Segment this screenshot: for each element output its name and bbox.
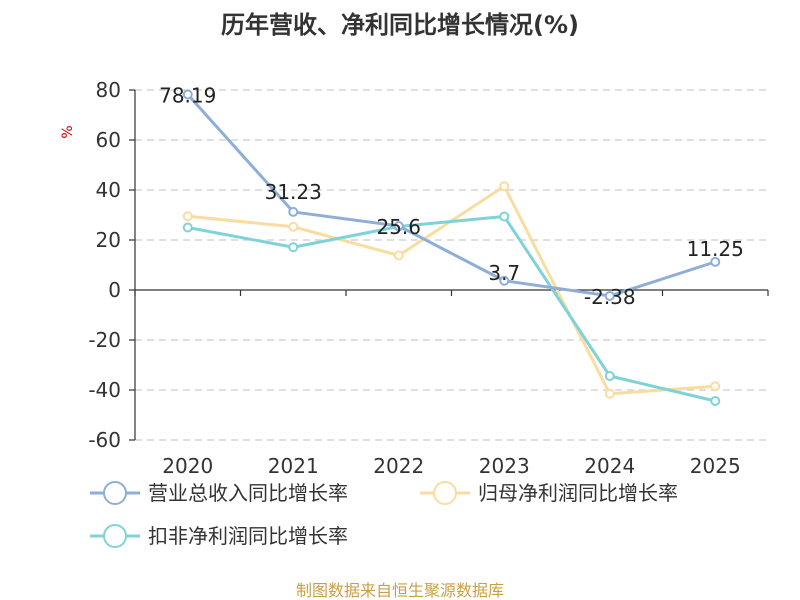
data-label: 25.6 — [376, 215, 421, 239]
data-label: -2.38 — [584, 285, 636, 309]
legend-label: 归母净利润同比增长率 — [478, 481, 678, 505]
y-tick-label: -60 — [88, 428, 121, 452]
legend-marker-icon — [103, 481, 127, 505]
data-point[interactable] — [288, 242, 299, 253]
legend-item-2[interactable]: 归母净利润同比增长率 — [420, 481, 678, 505]
data-label: 31.23 — [265, 180, 322, 204]
y-tick-label: -20 — [88, 328, 121, 352]
x-tick-label: 2025 — [690, 454, 741, 478]
data-point[interactable] — [182, 211, 193, 222]
data-point[interactable] — [499, 211, 510, 222]
data-labels: 78.19 31.23 25.6 3.7 -2.38 11.25 — [159, 84, 744, 309]
legend-marker-icon — [103, 524, 127, 548]
chart-title: 历年营收、净利同比增长情况(%) — [221, 11, 579, 39]
y-tick-label: 60 — [96, 128, 121, 152]
data-point[interactable] — [499, 181, 510, 192]
series-layer — [182, 89, 721, 406]
series-line — [187, 215, 716, 403]
y-tick-label: 20 — [96, 228, 121, 252]
data-point[interactable] — [604, 290, 615, 301]
data-point[interactable] — [604, 371, 615, 381]
y-tick-label: -40 — [88, 378, 121, 402]
data-point[interactable] — [393, 221, 404, 231]
grid — [135, 89, 768, 441]
series-line — [186, 93, 716, 298]
data-point[interactable] — [182, 89, 193, 100]
series-3 — [182, 211, 721, 406]
x-tick-label: 2020 — [162, 454, 213, 478]
data-point[interactable] — [710, 256, 721, 267]
data-point[interactable] — [288, 221, 299, 232]
data-point[interactable] — [499, 275, 510, 286]
x-tick-label: 2024 — [584, 454, 635, 478]
series-1 — [182, 89, 721, 301]
legend-marker-icon — [433, 481, 457, 505]
source-note: 制图数据来自恒生聚源数据库 — [296, 581, 504, 600]
legend-label: 营业总收入同比增长率 — [148, 481, 348, 505]
data-point[interactable] — [710, 381, 721, 392]
y-tick-label: 40 — [96, 178, 121, 202]
axes: 80 60 40 20 0 -20 -40 -60 2020 2021 2022 2023 2024 20… — [88, 78, 769, 478]
data-point[interactable] — [710, 396, 721, 406]
legend-item-3[interactable]: 扣非净利润同比增长率 — [90, 524, 348, 548]
data-label: 3.7 — [488, 261, 520, 285]
data-label: 11.25 — [687, 237, 744, 261]
data-label: 78.19 — [159, 84, 216, 108]
data-point[interactable] — [393, 250, 404, 261]
legend-label: 扣非净利润同比增长率 — [148, 524, 348, 548]
data-point[interactable] — [604, 388, 615, 399]
y-tick-label: 80 — [96, 78, 121, 102]
data-point[interactable] — [288, 206, 299, 217]
x-tick-label: 2022 — [373, 454, 424, 478]
y-axis-unit: % — [60, 125, 76, 138]
y-tick-label: 0 — [108, 278, 121, 302]
x-tick-label: 2021 — [268, 454, 319, 478]
data-point[interactable] — [182, 222, 193, 233]
x-tick-label: 2023 — [479, 454, 530, 478]
legend-item-1[interactable]: 营业总收入同比增长率 — [90, 481, 348, 505]
